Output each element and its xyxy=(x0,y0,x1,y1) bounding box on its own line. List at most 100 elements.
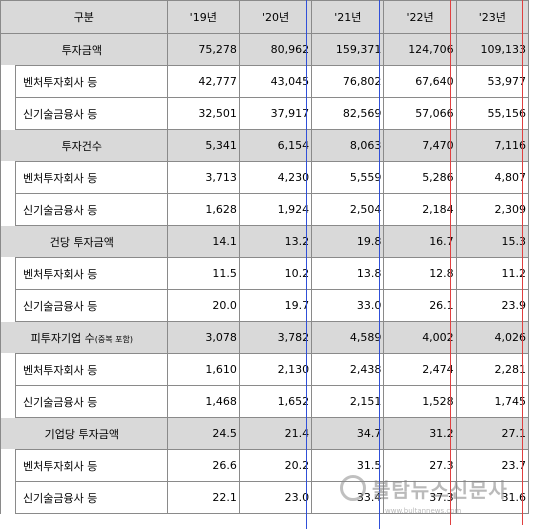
group-value-cell: 8,063 xyxy=(311,129,385,162)
sub-label-text: 벤처투자회사 등 xyxy=(23,75,98,89)
sub-label-text: 신기술금융사 등 xyxy=(23,395,98,409)
sub-value-cell: 67,640 xyxy=(383,65,457,98)
group-value-cell: 124,706 xyxy=(383,33,457,66)
group-label: 피투자기업 수(중복 포함) xyxy=(0,321,168,354)
group-label-text: 건당 투자금액 xyxy=(49,235,114,249)
group-value-cell: 3,078 xyxy=(166,321,240,354)
table-row-group: 기업당 투자금액 24.5 21.4 34.7 31.2 27.1 xyxy=(0,417,530,450)
sub-label: 신기술금융사 등 xyxy=(0,289,168,322)
sub-value-cell: 5,286 xyxy=(383,161,457,194)
watermark-url: www.bultannews.com xyxy=(385,507,462,515)
sub-label-text: 신기술금융사 등 xyxy=(23,107,98,121)
sub-value-cell: 82,569 xyxy=(311,97,385,130)
sub-label-text: 신기술금융사 등 xyxy=(23,299,98,313)
header-year-2020: '20년 xyxy=(238,0,313,34)
sub-value-cell: 37.3 xyxy=(383,481,457,514)
indent-spacer xyxy=(1,257,16,290)
sub-value-cell: 5,559 xyxy=(311,161,385,194)
table-row-sub: 벤처투자회사 등 1,610 2,130 2,438 2,474 2,281 xyxy=(0,353,530,386)
indent-spacer xyxy=(1,193,16,226)
indent-spacer xyxy=(1,161,16,194)
group-value-cell: 4,589 xyxy=(311,321,385,354)
group-value-cell: 6,154 xyxy=(238,129,313,162)
table-row-sub: 신기술금융사 등 1,628 1,924 2,504 2,184 2,309 xyxy=(0,193,530,226)
sub-value-cell: 1,468 xyxy=(166,385,240,418)
group-value-cell: 14.1 xyxy=(166,225,240,258)
header-year-2023: '23년 xyxy=(455,0,530,34)
watermark-text: 불탐뉴스신문사 xyxy=(372,477,508,502)
group-label-text: 투자건수 xyxy=(61,139,103,153)
sub-value-cell: 32,501 xyxy=(166,97,240,130)
sub-value-cell: 37,917 xyxy=(238,97,313,130)
sub-value-cell: 2,151 xyxy=(311,385,385,418)
group-label: 건당 투자금액 xyxy=(0,225,168,258)
group-value-cell: 34.7 xyxy=(311,417,385,450)
sub-value-cell: 31.5 xyxy=(311,449,385,482)
sub-label: 벤처투자회사 등 xyxy=(0,449,168,482)
sub-value-cell: 2,474 xyxy=(383,353,457,386)
indent-spacer xyxy=(1,353,16,386)
table-row-sub: 신기술금융사 등 1,468 1,652 2,151 1,528 1,745 xyxy=(0,385,530,418)
group-value-cell: 21.4 xyxy=(238,417,313,450)
sub-label: 신기술금융사 등 xyxy=(0,193,168,226)
sub-value-cell: 2,309 xyxy=(455,193,530,226)
sub-value-cell: 2,438 xyxy=(311,353,385,386)
sub-value-cell: 1,628 xyxy=(166,193,240,226)
sub-value-cell: 57,066 xyxy=(383,97,457,130)
table-row-group: 투자건수 5,341 6,154 8,063 7,470 7,116 xyxy=(0,129,530,162)
sub-label-text: 벤처투자회사 등 xyxy=(23,267,98,281)
table-row-sub: 신기술금융사 등 22.1 23.0 33.4 37.3 31.6 xyxy=(0,481,530,514)
table-row-sub: 신기술금융사 등 32,501 37,917 82,569 57,066 55,156 xyxy=(0,97,530,130)
sub-value-cell: 42,777 xyxy=(166,65,240,98)
table-row-group: 건당 투자금액 14.1 13.2 19.8 16.7 15.3 xyxy=(0,225,530,258)
table-row-group: 투자금액 75,278 80,962 159,371 124,706 109,133 xyxy=(0,33,530,66)
table-row-sub: 벤처투자회사 등 26.6 20.2 31.5 27.3 23.7 xyxy=(0,449,530,482)
sub-value-cell: 1,528 xyxy=(383,385,457,418)
table-row-sub: 벤처투자회사 등 3,713 4,230 5,559 5,286 4,807 xyxy=(0,161,530,194)
sub-value-cell: 2,281 xyxy=(455,353,530,386)
group-value-cell: 31.2 xyxy=(383,417,457,450)
sub-value-cell: 3,713 xyxy=(166,161,240,194)
sub-label: 신기술금융사 등 xyxy=(0,97,168,130)
watermark: 불탐뉴스신문사 xyxy=(340,468,530,508)
group-label-text: 피투자기업 수 xyxy=(30,331,95,345)
sub-value-cell: 33.0 xyxy=(311,289,385,322)
sub-label-text: 벤처투자회사 등 xyxy=(23,459,98,473)
group-value-cell: 27.1 xyxy=(455,417,530,450)
table-row-sub: 벤처투자회사 등 11.5 10.2 13.8 12.8 11.2 xyxy=(0,257,530,290)
indent-spacer xyxy=(1,481,16,514)
highlight-line-blue xyxy=(379,0,380,529)
header-label: 구분 xyxy=(0,0,168,34)
sub-label-text: 벤처투자회사 등 xyxy=(23,171,98,185)
indent-spacer xyxy=(1,65,16,98)
table-row-group: 피투자기업 수(중복 포함) 3,078 3,782 4,589 4,002 4,026 xyxy=(0,321,530,354)
sub-value-cell: 1,610 xyxy=(166,353,240,386)
sub-value-cell: 55,156 xyxy=(455,97,530,130)
sub-value-cell: 11.2 xyxy=(455,257,530,290)
investment-table: 구분 '19년 '20년 '21년 '22년 '23년 투자금액 75,278 80… xyxy=(0,0,530,514)
sub-label: 신기술금융사 등 xyxy=(0,481,168,514)
table-body: 투자금액 75,278 80,962 159,371 124,706 109,133 벤처투… xyxy=(0,33,530,514)
sub-value-cell: 4,230 xyxy=(238,161,313,194)
group-value-cell: 7,116 xyxy=(455,129,530,162)
group-label: 기업당 투자금액 xyxy=(0,417,168,450)
indent-spacer xyxy=(1,449,16,482)
watermark-logo-icon xyxy=(340,475,366,501)
sub-value-cell: 76,802 xyxy=(311,65,385,98)
sub-value-cell: 13.8 xyxy=(311,257,385,290)
sub-label-text: 신기술금융사 등 xyxy=(23,491,98,505)
sub-label: 벤처투자회사 등 xyxy=(0,353,168,386)
group-value-cell: 5,341 xyxy=(166,129,240,162)
group-value-cell: 75,278 xyxy=(166,33,240,66)
table-row-sub: 신기술금융사 등 20.0 19.7 33.0 26.1 23.9 xyxy=(0,289,530,322)
group-value-cell: 13.2 xyxy=(238,225,313,258)
group-value-cell: 24.5 xyxy=(166,417,240,450)
sub-value-cell: 10.2 xyxy=(238,257,313,290)
indent-spacer xyxy=(1,97,16,130)
sub-value-cell: 12.8 xyxy=(383,257,457,290)
sub-value-cell: 11.5 xyxy=(166,257,240,290)
group-value-cell: 19.8 xyxy=(311,225,385,258)
sub-value-cell: 4,807 xyxy=(455,161,530,194)
sub-value-cell: 22.1 xyxy=(166,481,240,514)
group-label: 투자금액 xyxy=(0,33,168,66)
